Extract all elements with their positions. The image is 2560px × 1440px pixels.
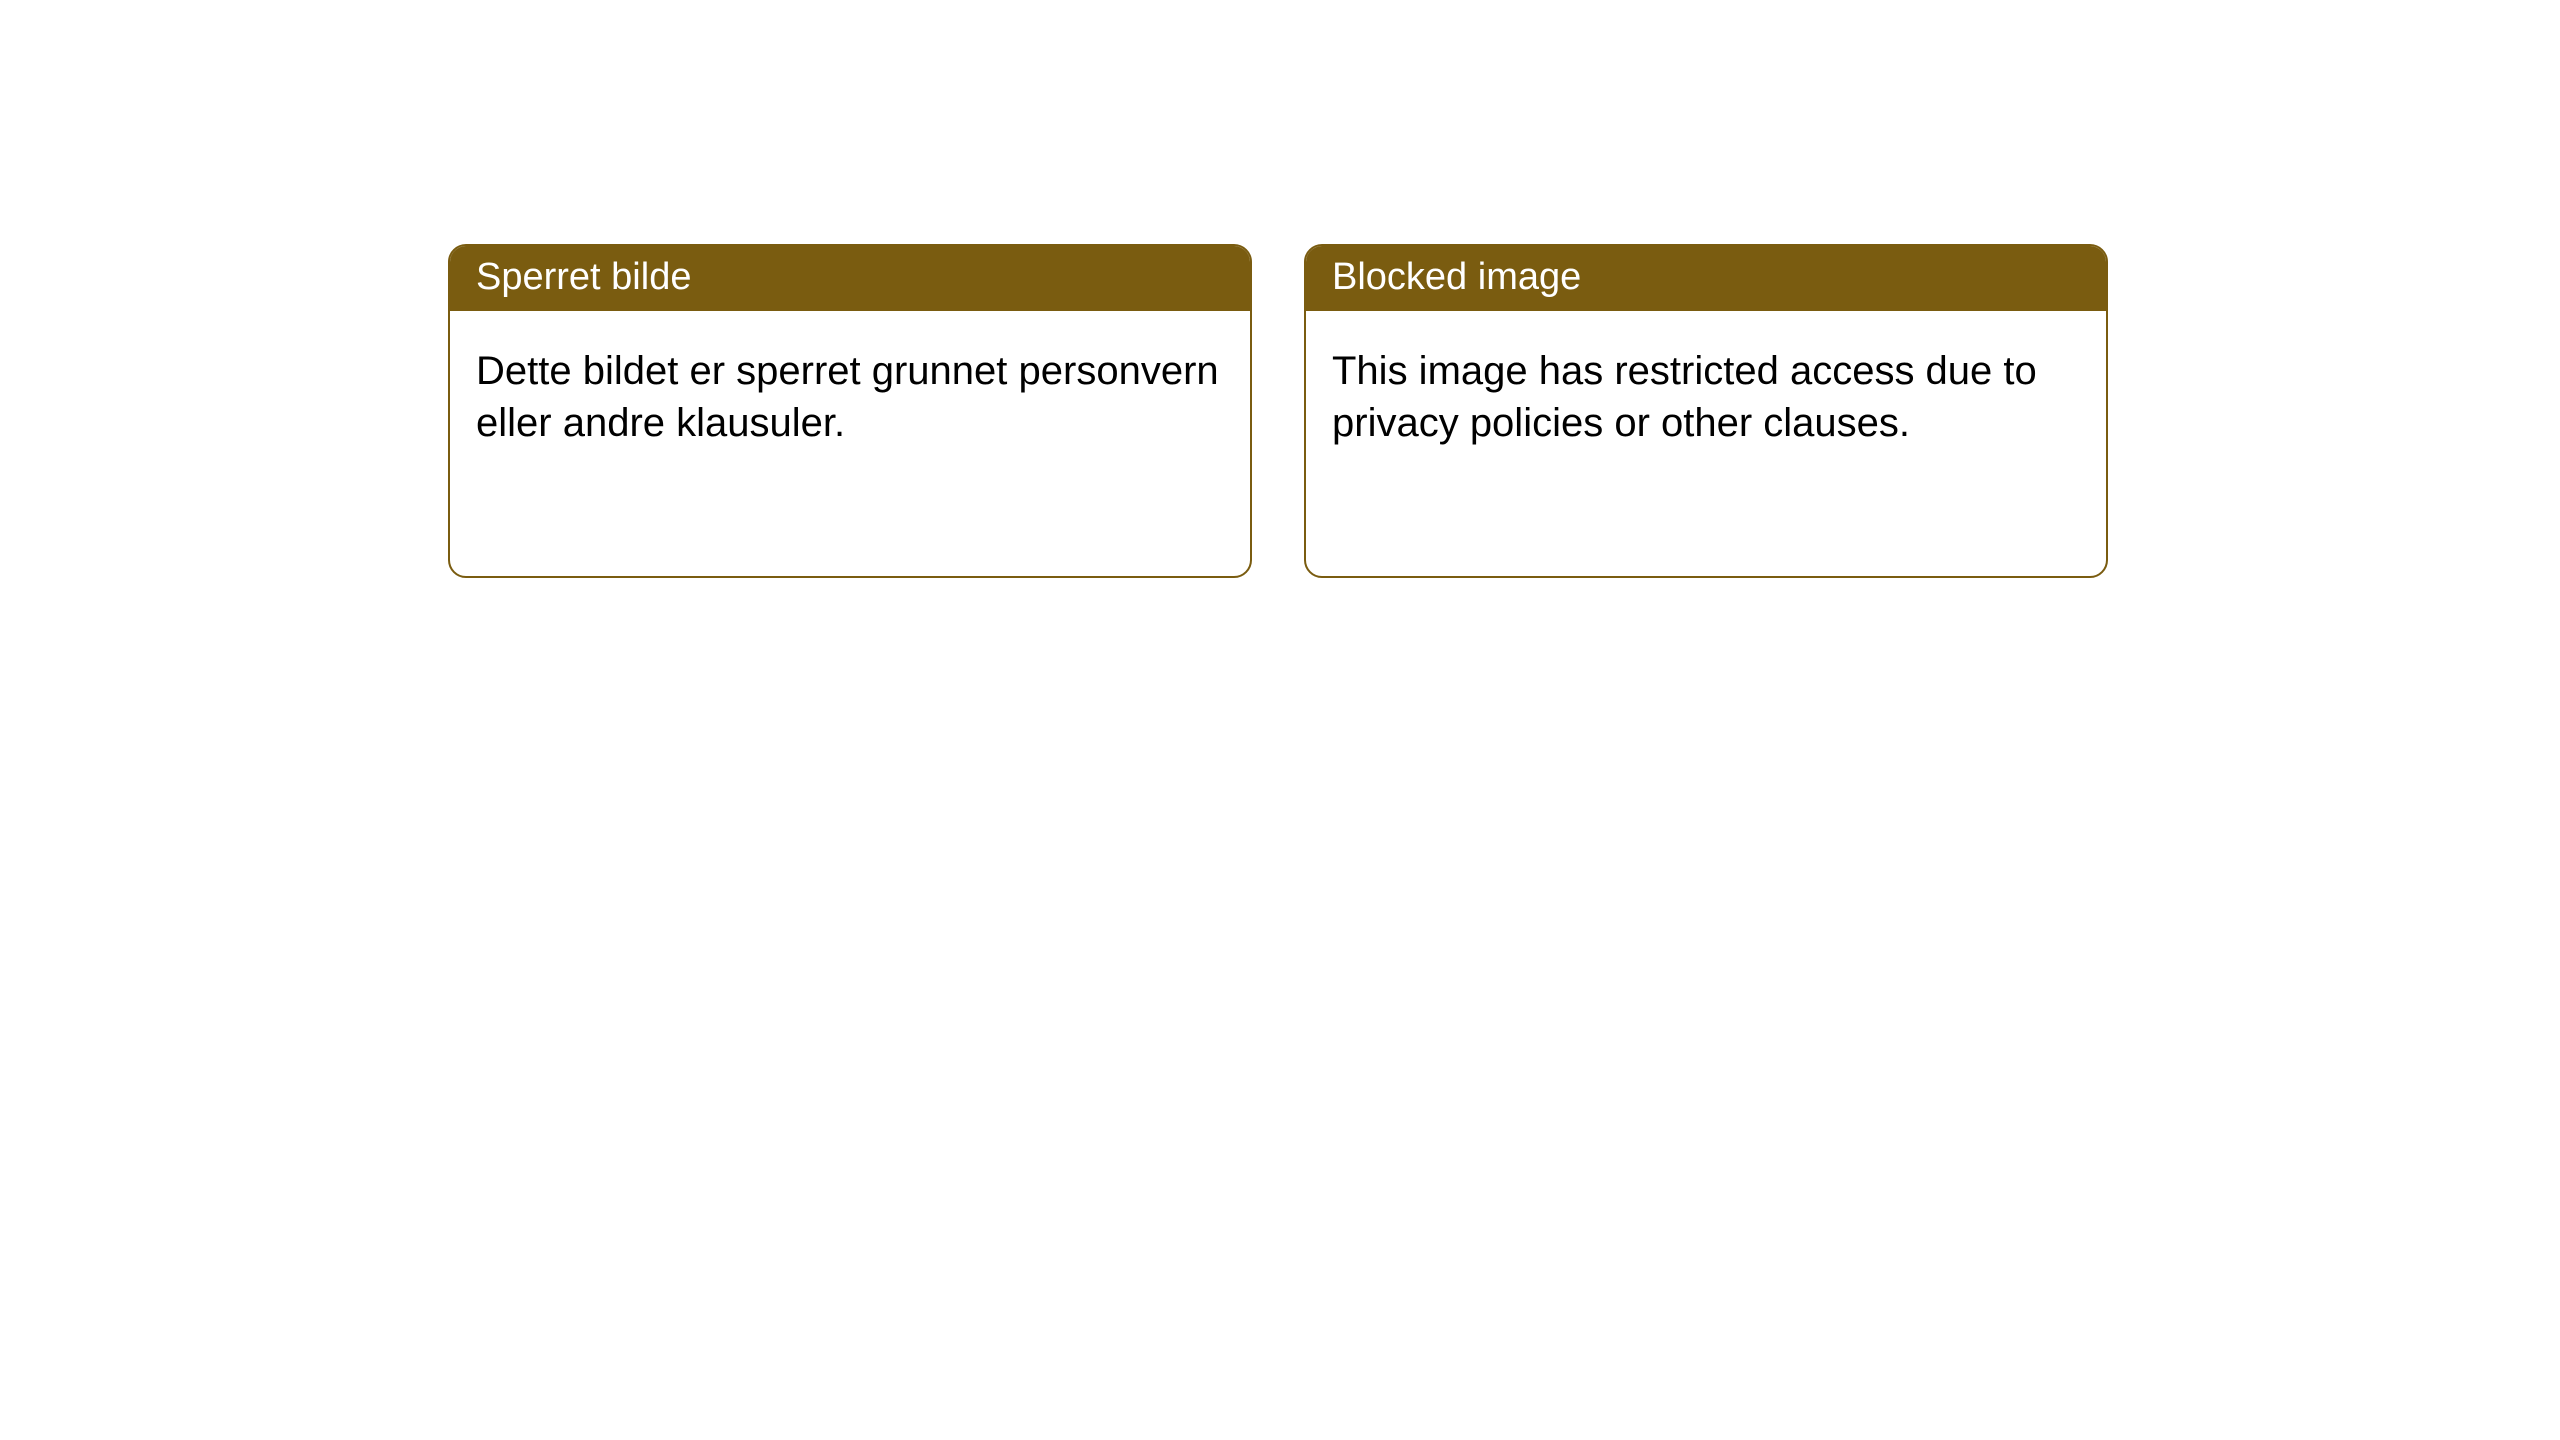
card-title-norwegian: Sperret bilde [476,256,691,298]
card-title-english: Blocked image [1332,256,1581,298]
card-header-norwegian: Sperret bilde [450,246,1250,311]
card-header-english: Blocked image [1306,246,2106,311]
card-text-english: This image has restricted access due to … [1332,349,2037,445]
notice-container: Sperret bilde Dette bildet er sperret gr… [0,0,2560,578]
blocked-image-card-norwegian: Sperret bilde Dette bildet er sperret gr… [448,244,1252,578]
card-text-norwegian: Dette bildet er sperret grunnet personve… [476,349,1219,445]
card-body-norwegian: Dette bildet er sperret grunnet personve… [450,311,1250,475]
card-body-english: This image has restricted access due to … [1306,311,2106,475]
blocked-image-card-english: Blocked image This image has restricted … [1304,244,2108,578]
